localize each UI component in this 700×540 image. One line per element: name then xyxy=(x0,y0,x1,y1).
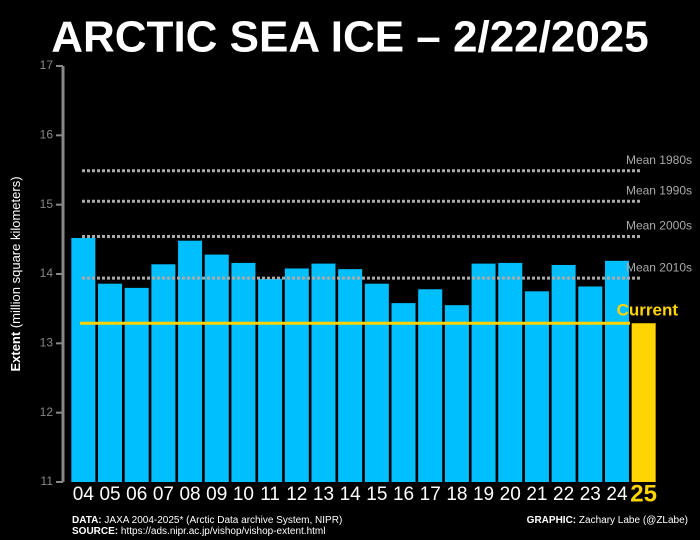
bar xyxy=(311,263,336,482)
bar xyxy=(231,262,256,482)
x-tick-label: 04 xyxy=(73,484,95,505)
current-label: Current xyxy=(617,301,679,320)
y-label: (million square kilometers) xyxy=(8,176,23,328)
x-tick-label: 18 xyxy=(446,484,467,505)
bar xyxy=(631,323,656,482)
bar xyxy=(178,240,203,482)
x-tick-label: 11 xyxy=(260,484,280,505)
x-tick-label: 05 xyxy=(99,484,120,505)
x-tick-label: 14 xyxy=(340,484,362,505)
footer-data: DATA: JAXA 2004-2025* (Arctic Data archi… xyxy=(72,515,342,526)
footer-label: SOURCE: xyxy=(72,526,118,537)
y-tick-label: 12 xyxy=(40,405,54,419)
x-tick-label: 24 xyxy=(606,484,628,505)
bar xyxy=(498,262,523,482)
y-tick-label: 15 xyxy=(40,197,54,211)
y-tick-label: 13 xyxy=(40,336,54,350)
x-tick-label: 10 xyxy=(233,484,254,505)
bar xyxy=(364,283,389,482)
bar xyxy=(418,289,443,482)
x-tick-label: 20 xyxy=(500,484,521,505)
x-tick-label: 22 xyxy=(553,484,574,505)
bar xyxy=(98,283,123,482)
x-tick-label: 19 xyxy=(473,484,494,505)
y-tick-label: 17 xyxy=(40,58,54,72)
bar xyxy=(524,291,549,482)
x-tick-label: 23 xyxy=(580,484,601,505)
reference-label: Mean 2000s xyxy=(626,219,692,233)
bar xyxy=(551,264,576,482)
y-tick-label: 14 xyxy=(40,266,54,280)
x-tick-label: 09 xyxy=(206,484,227,505)
reference-label: Mean 2010s xyxy=(626,260,692,274)
bar xyxy=(204,254,229,482)
y-label-bold: Extent xyxy=(8,331,23,371)
y-tick-label: 11 xyxy=(41,474,54,488)
y-axis-label: Extent (million square kilometers) xyxy=(8,176,23,371)
chart-title: ARCTIC SEA ICE – 2/22/2025 xyxy=(51,13,649,62)
x-tick-label: 12 xyxy=(286,484,307,505)
reference-label: Mean 1980s xyxy=(626,153,692,167)
reference-label: Mean 1990s xyxy=(626,183,692,197)
footer-text: https://ads.nipr.ac.jp/vishop/vishop-ext… xyxy=(121,526,326,537)
x-tick-label: 08 xyxy=(179,484,200,505)
y-tick-label: 16 xyxy=(40,128,54,142)
footer-label: GRAPHIC: xyxy=(527,515,576,526)
x-tick-label: 13 xyxy=(313,484,334,505)
x-tick-label: 07 xyxy=(153,484,174,505)
bar xyxy=(604,260,629,482)
footer-source: SOURCE: https://ads.nipr.ac.jp/vishop/vi… xyxy=(72,526,325,537)
x-tick-label: 16 xyxy=(393,484,414,505)
bar xyxy=(338,269,363,482)
footer-text: Zachary Labe (@ZLabe) xyxy=(579,515,688,526)
bar xyxy=(391,303,416,482)
footer-label: DATA: xyxy=(72,515,102,526)
bar xyxy=(284,268,309,482)
bar xyxy=(258,278,283,482)
bar xyxy=(471,263,496,482)
x-tick-label: 17 xyxy=(420,484,441,505)
footer-graphic: GRAPHIC: Zachary Labe (@ZLabe) xyxy=(527,515,688,526)
x-tick-label: 15 xyxy=(366,484,387,505)
footer-text: JAXA 2004-2025* (Arctic Data archive Sys… xyxy=(104,515,342,526)
x-tick-label: 06 xyxy=(126,484,147,505)
bar xyxy=(444,305,469,482)
bar xyxy=(578,286,603,482)
bar xyxy=(71,237,96,482)
bar xyxy=(124,287,149,482)
bar xyxy=(151,264,176,482)
x-tick-label: 21 xyxy=(526,484,547,505)
x-tick-label: 25 xyxy=(630,480,657,507)
